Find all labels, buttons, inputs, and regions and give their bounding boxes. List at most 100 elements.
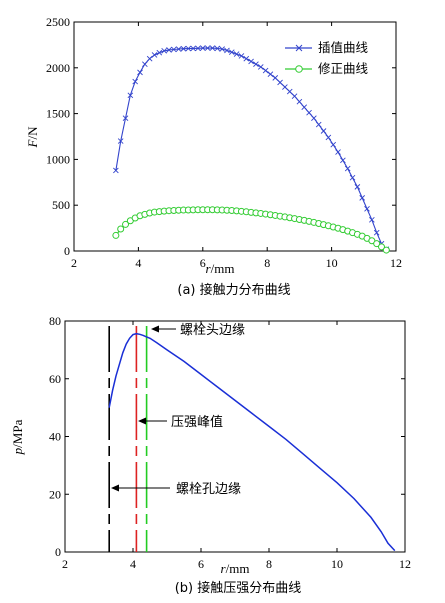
data-point-x	[190, 45, 196, 52]
data-point-x	[257, 64, 264, 70]
data-point-x	[171, 46, 177, 53]
annotation-label-bolt-head-edge: 螺栓头边缘	[180, 323, 245, 338]
data-point-x	[137, 69, 143, 76]
y-tick-label: 0	[64, 244, 70, 258]
caption-b: (b) 接触压强分布曲线	[175, 580, 302, 596]
data-point-x	[311, 115, 317, 121]
x-tick-label: 10	[331, 557, 343, 571]
data-point-x	[228, 49, 235, 56]
y-axis-label-a: F/N	[25, 126, 40, 149]
legend-label-corrected: 修正曲线	[318, 61, 369, 76]
plot-frame-a	[73, 21, 397, 252]
data-point-circle	[112, 231, 120, 239]
data-point-x	[132, 78, 138, 85]
data-point-x	[282, 84, 288, 90]
data-point-x	[156, 49, 163, 56]
data-point-x	[277, 79, 283, 86]
data-point-x	[286, 88, 293, 95]
y-tick-label: 2500	[46, 15, 70, 29]
data-point-x	[369, 217, 375, 223]
x-ticks-a: 2 4 6 8 10 12	[71, 22, 402, 270]
legend-label-interp: 插值曲线	[318, 40, 369, 55]
y-tick-label: 500	[52, 198, 70, 212]
legend-marker-corrected	[295, 65, 303, 73]
y-tick-label: 20	[49, 487, 61, 501]
x-tick-label: 6	[198, 557, 204, 571]
data-point-circle	[117, 225, 125, 233]
data-point-circle	[122, 220, 130, 228]
data-point-x	[330, 141, 337, 148]
y-axis-label-b: p/MPa	[10, 419, 25, 455]
data-point-x	[296, 98, 303, 105]
data-point-circle	[382, 246, 390, 254]
x-tick-label: 10	[326, 256, 338, 270]
x-tick-label: 2	[71, 256, 77, 270]
data-point-x	[166, 47, 172, 53]
data-point-x	[262, 67, 269, 74]
data-point-x	[233, 51, 240, 57]
data-point-x	[335, 149, 341, 155]
data-point-x	[180, 45, 187, 52]
annotation-bolt-head-edge: 螺栓头边缘	[151, 323, 245, 338]
caption-a: (a) 接触力分布曲线	[177, 282, 290, 298]
data-point-x	[243, 55, 250, 62]
x-tick-label: 8	[266, 557, 272, 571]
legend-marker-interp	[295, 44, 303, 52]
data-point-x	[359, 195, 366, 201]
data-point-x	[204, 45, 211, 51]
data-point-x	[151, 52, 158, 58]
series-b	[108, 332, 396, 552]
data-point-x	[248, 58, 254, 65]
x-tick-label: 4	[130, 557, 136, 571]
x-axis-label-b: r/mm	[221, 561, 250, 576]
series-a	[112, 45, 390, 254]
y-tick-label: 80	[49, 314, 61, 328]
data-point-x	[291, 93, 298, 100]
data-point-x	[219, 46, 225, 52]
annotation-bolt-hole-edge: 螺栓孔边缘	[111, 482, 241, 497]
x-tick-label: 8	[264, 256, 270, 270]
data-point-x	[146, 55, 153, 62]
x-tick-label: 6	[200, 256, 206, 270]
annotation-label-bolt-hole-edge: 螺栓孔边缘	[176, 482, 241, 497]
data-point-x	[349, 174, 356, 181]
data-point-x	[195, 45, 201, 52]
x-tick-label: 2	[62, 557, 68, 571]
annotation-pressure-peak: 压强峰值	[138, 414, 223, 430]
x-ticks-b: 2 4 6 8 10 12	[62, 321, 411, 571]
chart-contact-pressure: 2 4 6 8 10 12 0 20 40 60 80 螺栓头边缘 压强峰值 螺栓孔边缘 r/mm…	[10, 314, 411, 596]
data-point-x	[199, 45, 206, 51]
data-point-x	[122, 115, 129, 121]
legend-a: 插值曲线 修正曲线	[285, 40, 369, 76]
data-point-x	[214, 45, 221, 52]
x-tick-label: 4	[135, 256, 141, 270]
y-tick-label: 60	[49, 372, 61, 386]
y-tick-label: 40	[49, 430, 61, 444]
data-point-x	[344, 165, 351, 172]
data-point-x	[161, 48, 167, 54]
annotation-label-pressure-peak: 压强峰值	[171, 414, 223, 430]
data-point-x	[253, 61, 259, 67]
y-tick-label: 0	[55, 545, 61, 559]
data-point-circle	[373, 240, 381, 248]
data-point-x	[301, 104, 308, 111]
data-point-x	[113, 167, 119, 174]
data-point-x	[325, 134, 332, 141]
y-ticks-b: 0 20 40 60 80	[49, 314, 405, 559]
data-point-x	[340, 157, 346, 164]
x-axis-label-a: r/mm	[206, 261, 235, 276]
data-point-x	[117, 138, 124, 144]
plot-frame-b	[64, 320, 406, 553]
marker-lines-b	[108, 326, 148, 552]
data-point-x	[142, 61, 148, 67]
data-point-x	[175, 46, 182, 52]
data-point-x	[272, 75, 279, 81]
data-point-x	[315, 121, 322, 128]
x-tick-label: 12	[399, 557, 411, 571]
data-point-circle	[378, 243, 386, 251]
data-point-x	[224, 47, 230, 54]
data-point-x	[364, 206, 370, 212]
series-line-0	[108, 332, 396, 552]
data-point-x	[238, 53, 245, 59]
